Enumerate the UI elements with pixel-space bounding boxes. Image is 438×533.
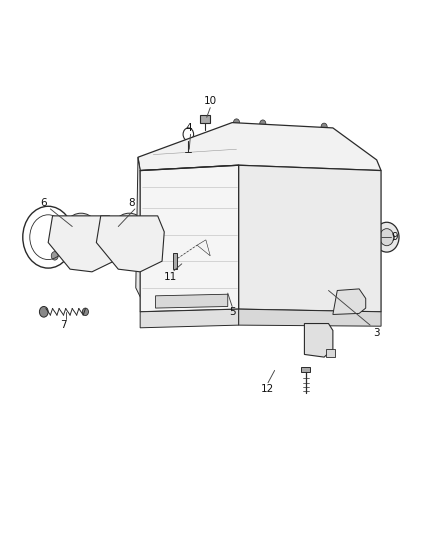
Ellipse shape [315, 197, 346, 251]
Circle shape [51, 252, 58, 260]
Circle shape [143, 169, 150, 177]
Polygon shape [140, 309, 239, 328]
Polygon shape [301, 367, 310, 372]
Ellipse shape [148, 197, 167, 256]
Polygon shape [304, 324, 333, 357]
Polygon shape [96, 216, 164, 272]
Text: 8: 8 [128, 198, 135, 207]
Polygon shape [239, 309, 381, 326]
Ellipse shape [206, 200, 232, 274]
Polygon shape [326, 349, 335, 357]
Circle shape [321, 123, 327, 131]
Circle shape [314, 334, 321, 343]
Ellipse shape [65, 218, 97, 256]
Circle shape [262, 244, 281, 268]
Ellipse shape [180, 197, 200, 256]
Ellipse shape [215, 139, 244, 155]
Polygon shape [140, 165, 239, 312]
Text: 12: 12 [261, 384, 274, 394]
Polygon shape [239, 165, 381, 312]
Ellipse shape [209, 208, 229, 266]
Polygon shape [155, 294, 228, 308]
Polygon shape [136, 157, 142, 301]
Text: 10: 10 [204, 96, 217, 106]
Circle shape [102, 222, 109, 231]
Ellipse shape [156, 152, 184, 168]
Circle shape [231, 302, 238, 311]
Circle shape [343, 292, 358, 311]
Polygon shape [333, 289, 366, 314]
Circle shape [373, 220, 380, 228]
Circle shape [275, 174, 282, 183]
Circle shape [356, 174, 363, 183]
Circle shape [251, 177, 258, 185]
Text: 6: 6 [40, 198, 47, 207]
Ellipse shape [110, 213, 149, 261]
Circle shape [143, 302, 150, 311]
Circle shape [380, 229, 394, 246]
Circle shape [291, 224, 318, 256]
Ellipse shape [177, 189, 204, 264]
Polygon shape [48, 216, 116, 272]
Circle shape [231, 169, 238, 177]
Circle shape [150, 222, 157, 231]
Ellipse shape [191, 142, 219, 158]
Circle shape [99, 252, 106, 260]
Circle shape [260, 120, 266, 127]
Circle shape [283, 280, 296, 296]
Text: 11: 11 [164, 272, 177, 282]
Text: 9: 9 [391, 232, 398, 242]
Ellipse shape [152, 149, 189, 171]
Circle shape [297, 230, 312, 249]
Text: 7: 7 [60, 320, 67, 330]
Circle shape [303, 174, 310, 183]
Circle shape [152, 252, 159, 260]
Ellipse shape [310, 188, 351, 260]
Circle shape [374, 222, 399, 252]
Circle shape [82, 308, 88, 316]
Circle shape [146, 156, 152, 164]
Circle shape [104, 252, 111, 260]
Ellipse shape [145, 189, 171, 264]
Circle shape [346, 296, 355, 306]
Circle shape [311, 330, 324, 346]
Circle shape [233, 119, 240, 126]
Polygon shape [173, 253, 177, 269]
Ellipse shape [323, 211, 338, 237]
Ellipse shape [211, 136, 249, 158]
Circle shape [102, 222, 109, 231]
Circle shape [39, 306, 48, 317]
Text: 5: 5 [229, 307, 236, 317]
Text: 4: 4 [185, 123, 192, 133]
Text: 3: 3 [373, 328, 380, 338]
Circle shape [356, 308, 363, 316]
Polygon shape [138, 123, 381, 171]
Ellipse shape [61, 213, 101, 261]
Ellipse shape [187, 140, 224, 161]
Polygon shape [200, 115, 210, 123]
Circle shape [373, 262, 380, 271]
Circle shape [53, 222, 60, 231]
Ellipse shape [113, 218, 145, 256]
